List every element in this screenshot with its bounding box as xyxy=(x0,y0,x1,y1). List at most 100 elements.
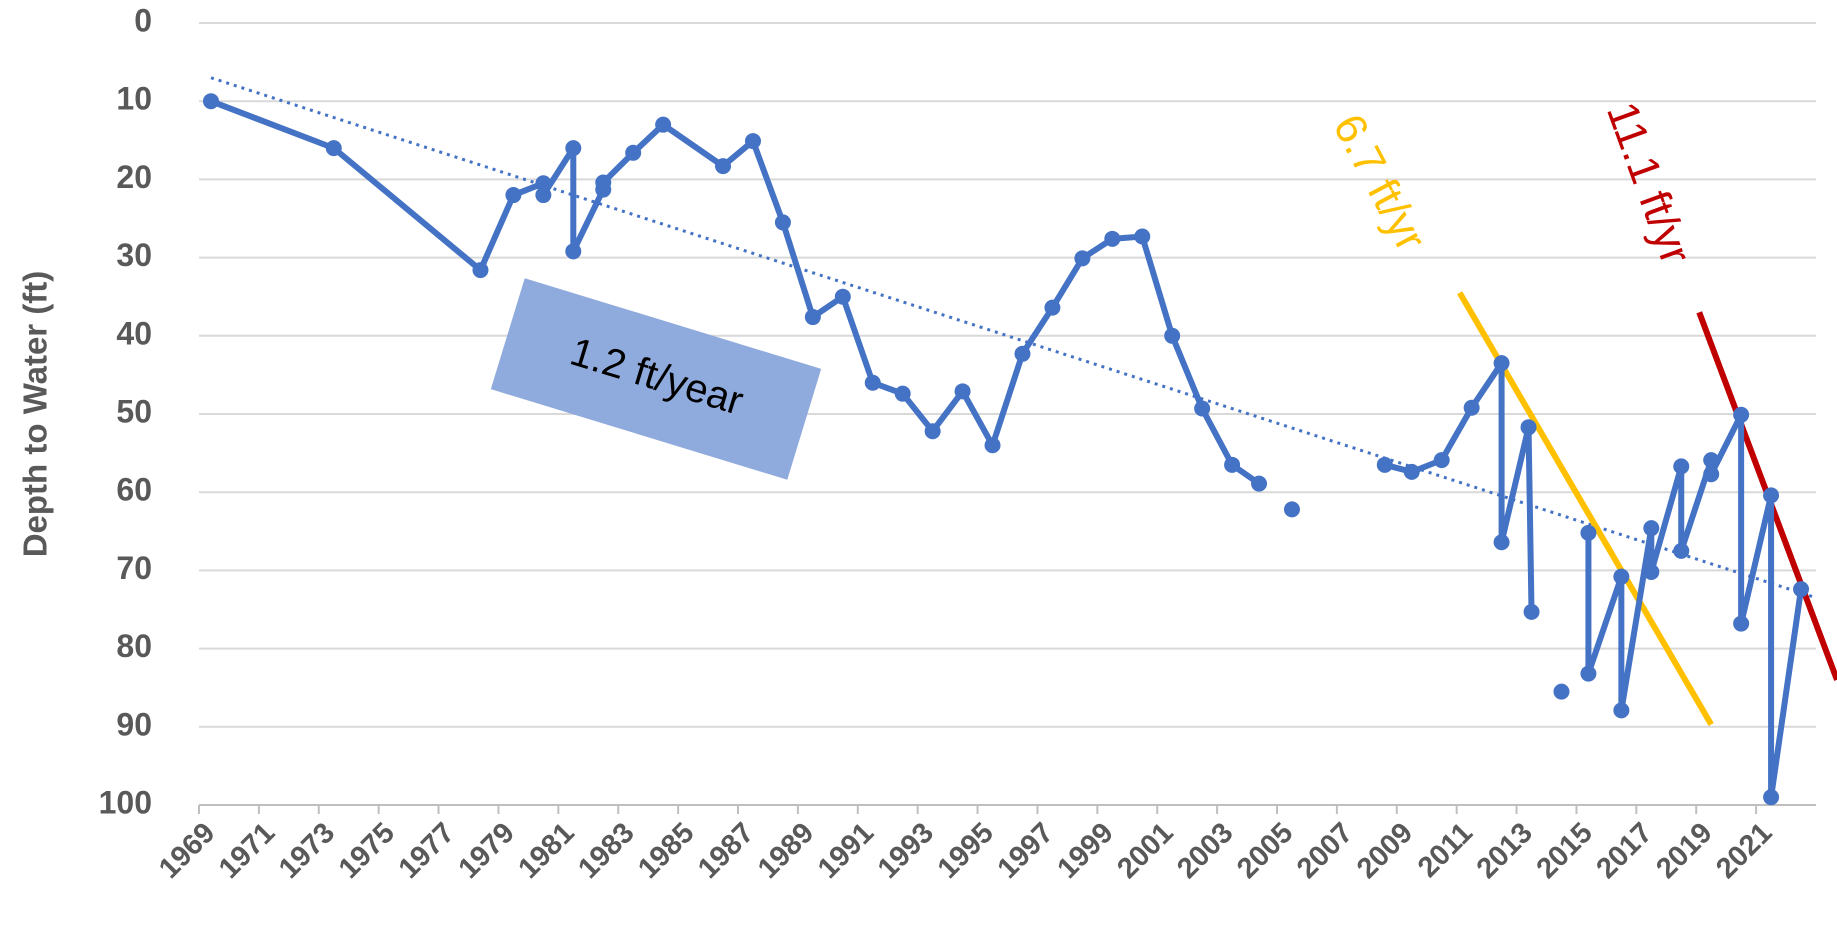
data-point xyxy=(1703,466,1720,483)
y-tick-label: 30 xyxy=(116,237,152,273)
data-point xyxy=(1251,475,1268,492)
data-point xyxy=(1433,452,1450,469)
trend-annotation: 1.2 ft/year xyxy=(490,278,822,480)
x-tick-label: 1993 xyxy=(872,817,940,885)
x-tick-label: 2011 xyxy=(1412,817,1479,884)
data-point xyxy=(1553,683,1570,700)
x-tick-label: 1989 xyxy=(752,817,820,885)
data-point xyxy=(565,243,582,260)
data-point xyxy=(744,133,761,150)
x-tick-label: 2015 xyxy=(1531,817,1599,885)
data-point xyxy=(1763,789,1780,806)
data-point xyxy=(1520,419,1537,436)
x-tick-label: 1995 xyxy=(932,817,1000,885)
x-tick-label: 1977 xyxy=(393,817,461,885)
data-point xyxy=(1194,400,1211,417)
data-point xyxy=(1134,228,1151,245)
data-point xyxy=(1074,250,1091,267)
data-point xyxy=(535,175,552,192)
data-point xyxy=(1643,563,1660,580)
x-tick-label: 1981 xyxy=(512,817,580,885)
data-point xyxy=(625,144,642,161)
x-tick-label: 2007 xyxy=(1291,817,1359,885)
data-point xyxy=(1643,520,1660,537)
x-tick-label: 2003 xyxy=(1171,817,1239,885)
data-point xyxy=(834,288,851,305)
data-point xyxy=(1044,299,1061,316)
data-point xyxy=(1580,524,1597,541)
x-tick-label: 1971 xyxy=(213,817,281,885)
data-point xyxy=(984,437,1001,454)
y-tick-label: 10 xyxy=(116,81,152,117)
x-tick-label: 1975 xyxy=(333,817,401,885)
x-tick-label: 1969 xyxy=(153,817,221,885)
x-tick-label: 2013 xyxy=(1471,817,1539,885)
data-point xyxy=(565,140,582,157)
annotation-text: 11.1 ft/yr xyxy=(1597,96,1700,271)
x-tick-label: 1979 xyxy=(453,817,521,885)
x-tick-label: 1997 xyxy=(992,817,1060,885)
y-tick-label: 20 xyxy=(116,159,152,195)
data-point xyxy=(1493,534,1510,551)
data-point xyxy=(1014,345,1031,362)
data-point xyxy=(1403,463,1420,480)
data-point xyxy=(325,140,342,157)
data-point xyxy=(202,93,219,110)
x-tick-label: 2017 xyxy=(1590,817,1658,885)
annotation-text: 6.7 ft/yr xyxy=(1323,106,1435,259)
data-point xyxy=(535,187,552,204)
data-point xyxy=(1613,568,1630,585)
x-tick-label: 1985 xyxy=(632,817,700,885)
data-point xyxy=(1673,458,1690,475)
data-point xyxy=(864,374,881,391)
data-point xyxy=(472,262,489,279)
data-point xyxy=(1733,406,1750,423)
data-point xyxy=(1733,615,1750,632)
data-point xyxy=(1580,665,1597,682)
data-point xyxy=(1703,452,1720,469)
y-tick-label: 60 xyxy=(116,472,152,508)
y-tick-label: 40 xyxy=(116,315,152,351)
data-point xyxy=(1763,487,1780,504)
data-point xyxy=(1104,230,1121,247)
y-tick-label: 80 xyxy=(116,628,152,664)
data-point xyxy=(1224,456,1241,473)
data-point xyxy=(715,158,732,175)
data-point xyxy=(894,385,911,402)
data-point xyxy=(1493,355,1510,372)
x-tick-label: 2001 xyxy=(1111,817,1179,885)
x-tick-label: 1983 xyxy=(572,817,640,885)
data-point xyxy=(804,309,821,326)
data-point xyxy=(1613,702,1630,719)
data-point xyxy=(1793,581,1810,598)
trend-annotation: 11.1 ft/yr xyxy=(1597,96,1700,271)
y-tick-label: 0 xyxy=(134,2,152,38)
data-point xyxy=(1523,603,1540,620)
data-point xyxy=(1283,501,1300,518)
data-point xyxy=(1673,542,1690,559)
x-tick-label: 1999 xyxy=(1051,817,1119,885)
y-tick-label: 90 xyxy=(116,706,152,742)
data-point xyxy=(924,423,941,440)
x-tick-label: 1991 xyxy=(812,817,880,885)
y-tick-label: 50 xyxy=(116,393,152,429)
x-tick-label: 1973 xyxy=(273,817,341,885)
data-point xyxy=(774,214,791,231)
data-point xyxy=(954,383,971,400)
x-tick-label: 2005 xyxy=(1231,817,1299,885)
annotation-box xyxy=(490,278,822,480)
x-tick-label: 2009 xyxy=(1351,817,1419,885)
trend-line xyxy=(210,76,1817,600)
y-axis-label: Depth to Water (ft) xyxy=(17,271,54,558)
data-point xyxy=(505,187,522,204)
x-tick-label: 2021 xyxy=(1710,817,1778,885)
x-tick-label: 2019 xyxy=(1650,817,1718,885)
trend-annotation: 6.7 ft/yr xyxy=(1323,106,1435,259)
y-tick-label: 70 xyxy=(116,550,152,586)
data-point xyxy=(1463,399,1480,416)
data-point xyxy=(655,116,672,133)
x-tick-label: 1987 xyxy=(692,817,760,885)
data-point xyxy=(595,174,612,191)
data-point xyxy=(1164,327,1181,344)
